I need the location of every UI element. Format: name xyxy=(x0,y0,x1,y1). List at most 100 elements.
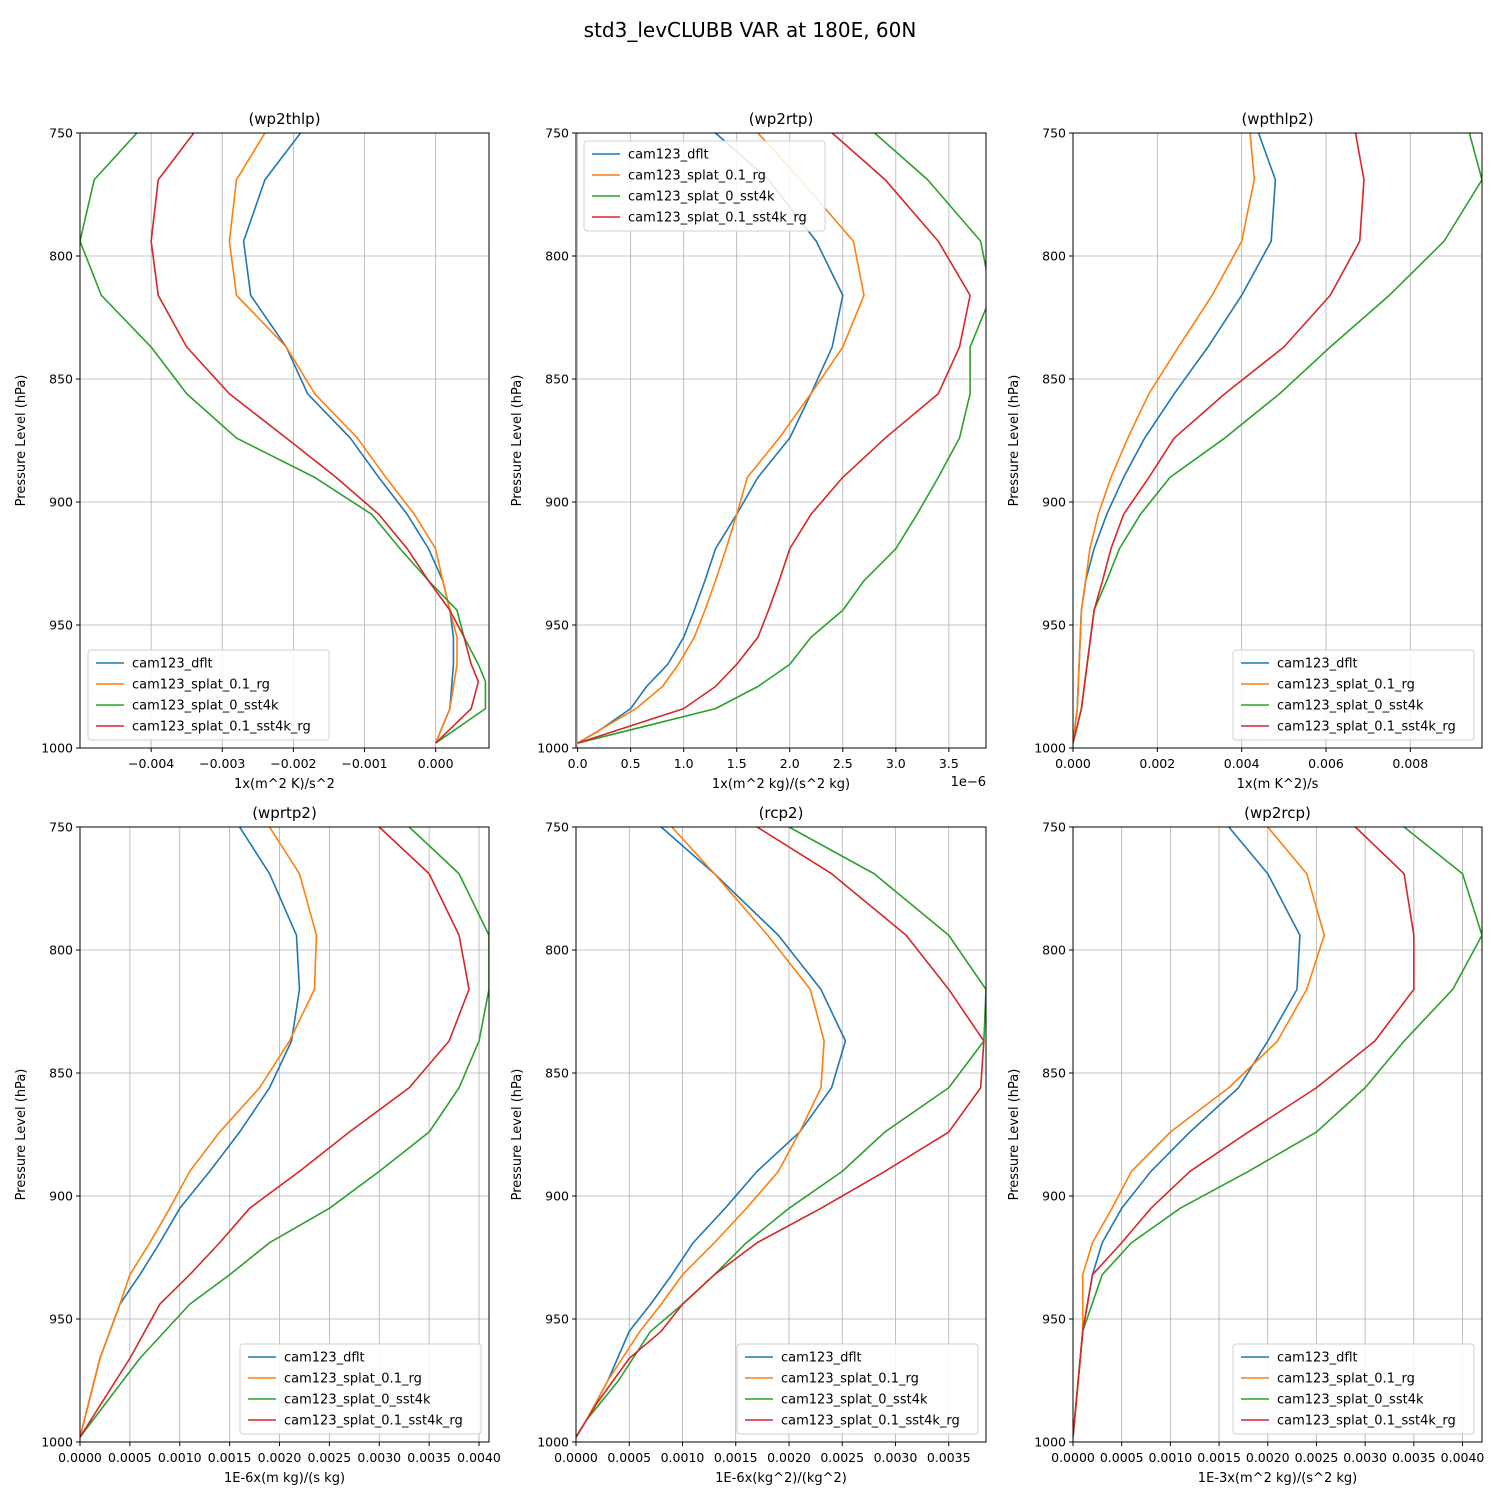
x-tick-label: 3.5 xyxy=(939,756,959,771)
y-tick-label: 750 xyxy=(545,126,569,141)
x-tick-label: −0.002 xyxy=(270,756,316,771)
y-tick-label: 800 xyxy=(49,943,73,958)
series-line-cam123_dflt xyxy=(242,133,455,744)
x-tick-label: 0.0020 xyxy=(1246,1450,1290,1465)
legend-label: cam123_splat_0.1_rg xyxy=(628,169,766,184)
y-tick-label: 750 xyxy=(1042,126,1066,141)
legend-label: cam123_dflt xyxy=(1277,1351,1358,1366)
series-group xyxy=(1073,827,1482,1438)
y-tick-label: 950 xyxy=(49,618,73,633)
series-line-cam123_dflt xyxy=(577,133,844,744)
x-tick-label: 0.0025 xyxy=(820,1450,864,1465)
legend: cam123_dflt cam123_splat_0.1_rg cam123_spl… xyxy=(1232,1343,1475,1435)
legend-label: cam123_splat_0.1_rg xyxy=(1277,1372,1415,1387)
legend: cam123_dflt cam123_splat_0.1_rg cam123_spl… xyxy=(87,649,330,741)
y-tick-label: 900 xyxy=(49,495,73,510)
series-line-cam123_splat_0.1_sst4k_rg xyxy=(1073,827,1415,1438)
legend-box xyxy=(1232,1343,1475,1435)
legend-label: cam123_splat_0.1_rg xyxy=(1277,678,1415,693)
x-tick-label: 0.000 xyxy=(1055,756,1091,771)
y-tick-label: 850 xyxy=(1042,372,1066,387)
series-line-cam123_splat_0.1_rg xyxy=(576,827,825,1438)
legend-label: cam123_dflt xyxy=(1277,657,1358,672)
panels: −0.004 −0.003 −0.002 −0.001 0.000 750 800 850 90… xyxy=(14,110,1484,1486)
x-tick-label: 0.0035 xyxy=(927,1450,971,1465)
axes-frame xyxy=(1072,132,1483,749)
panel-wp2rcp: 0.0000 0.0005 0.0010 0.0015 0.0020 0.0025 0.00… xyxy=(1007,804,1484,1486)
series-line-cam123_splat_0.1_rg xyxy=(1073,827,1326,1438)
y-tick-label: 950 xyxy=(1042,1312,1066,1327)
panel-title: (wp2rtp) xyxy=(749,110,814,128)
series-line-cam123_splat_0_sst4k xyxy=(1073,827,1482,1438)
x-tick-label: 0.0000 xyxy=(58,1450,102,1465)
y-tick-label: 1000 xyxy=(1034,1435,1066,1450)
axes-frame xyxy=(79,132,490,749)
series-line-cam123_splat_0_sst4k xyxy=(576,827,986,1438)
y-tick-label: 800 xyxy=(545,249,569,264)
x-tick-label: 0.0035 xyxy=(1392,1450,1436,1465)
series-line-cam123_splat_0.1_rg xyxy=(1073,133,1256,744)
y-tick-label: 850 xyxy=(49,1066,73,1081)
panel-rcp2: 0.0000 0.0005 0.0010 0.0015 0.0020 0.0025 0.00… xyxy=(510,804,987,1486)
y-tick-label: 1000 xyxy=(41,1435,73,1450)
x-tick-label: 0.0015 xyxy=(208,1450,252,1465)
axes-frame xyxy=(79,826,490,1443)
x-tick-label: 0.0030 xyxy=(1343,1450,1387,1465)
x-tick-label: 0.0030 xyxy=(874,1450,918,1465)
legend-label: cam123_splat_0.1_rg xyxy=(284,1372,422,1387)
legend-label: cam123_dflt xyxy=(628,148,709,163)
y-axis-label: Pressure Level (hPa) xyxy=(510,1069,525,1201)
series-line-cam123_dflt xyxy=(80,827,301,1438)
series-group xyxy=(577,133,986,744)
panel-wp2thlp: −0.004 −0.003 −0.002 −0.001 0.000 750 800 850 90… xyxy=(14,110,490,792)
x-tick-label: 0.0010 xyxy=(158,1450,202,1465)
x-tick-label: 0.0000 xyxy=(554,1450,598,1465)
y-tick-label: 900 xyxy=(1042,1189,1066,1204)
x-offset-label: 1e−6 xyxy=(951,775,986,790)
y-tick-label: 950 xyxy=(49,1312,73,1327)
panel-title: (wp2rcp) xyxy=(1244,804,1311,822)
series-line-cam123_splat_0_sst4k xyxy=(80,133,487,744)
x-axis-label: 1E-3x(m^2 kg)/(s^2 kg) xyxy=(1198,1471,1357,1486)
x-tick-label: 1.5 xyxy=(727,756,747,771)
y-tick-label: 750 xyxy=(545,820,569,835)
panel-wpthlp2: 0.000 0.002 0.004 0.006 0.008 750 800 850 900 950… xyxy=(1007,110,1483,792)
series-line-cam123_splat_0.1_sst4k_rg xyxy=(150,133,480,744)
legend-label: cam123_splat_0.1_sst4k_rg xyxy=(132,720,311,735)
legend-label: cam123_splat_0.1_sst4k_rg xyxy=(1277,1414,1456,1429)
y-tick-label: 800 xyxy=(545,943,569,958)
x-tick-label: 1.0 xyxy=(674,756,694,771)
figure-title: std3_levCLUBB VAR at 180E, 60N xyxy=(584,18,917,42)
x-tick-label: −0.004 xyxy=(128,756,174,771)
y-tick-label: 750 xyxy=(1042,820,1066,835)
x-tick-label: 2.0 xyxy=(780,756,800,771)
x-axis-label: 1x(m K^2)/s xyxy=(1237,777,1319,792)
y-tick-label: 900 xyxy=(49,1189,73,1204)
x-tick-label: 0.008 xyxy=(1392,756,1428,771)
legend: cam123_dflt cam123_splat_0.1_rg cam123_spl… xyxy=(1232,649,1475,741)
x-tick-label: 2.5 xyxy=(833,756,853,771)
x-tick-label: 0.0005 xyxy=(108,1450,152,1465)
x-axis-label: 1x(m^2 kg)/(s^2 kg) xyxy=(712,777,850,792)
y-tick-label: 750 xyxy=(49,820,73,835)
x-axis-label: 1E-6x(m kg)/(s kg) xyxy=(224,1471,345,1486)
y-tick-label: 800 xyxy=(1042,943,1066,958)
x-tick-label: 3.0 xyxy=(886,756,906,771)
legend-box xyxy=(736,1343,979,1435)
x-tick-label: 0.0010 xyxy=(1149,1450,1193,1465)
series-group xyxy=(576,827,986,1438)
y-tick-label: 850 xyxy=(1042,1066,1066,1081)
legend-label: cam123_splat_0.1_sst4k_rg xyxy=(1277,720,1456,735)
series-line-cam123_splat_0.1_sst4k_rg xyxy=(1073,133,1365,744)
legend: cam123_dflt cam123_splat_0.1_rg cam123_spl… xyxy=(736,1343,979,1435)
x-tick-label: 0.0010 xyxy=(661,1450,705,1465)
legend-label: cam123_splat_0.1_rg xyxy=(132,678,270,693)
x-tick-label: 0.006 xyxy=(1308,756,1344,771)
legend-label: cam123_splat_0_sst4k xyxy=(132,699,279,714)
x-tick-label: 0.0025 xyxy=(308,1450,352,1465)
y-tick-label: 750 xyxy=(49,126,73,141)
legend-label: cam123_splat_0_sst4k xyxy=(781,1393,928,1408)
x-tick-label: 0.0030 xyxy=(357,1450,401,1465)
